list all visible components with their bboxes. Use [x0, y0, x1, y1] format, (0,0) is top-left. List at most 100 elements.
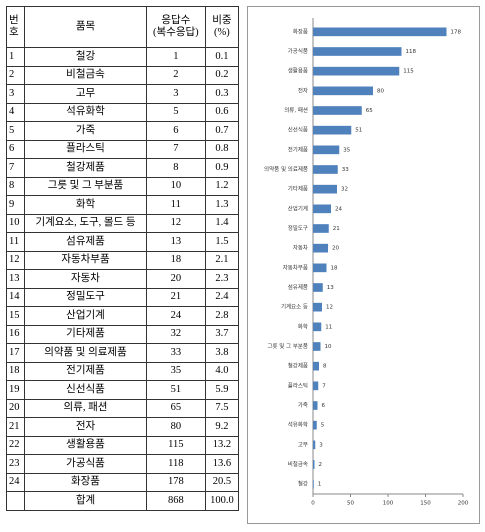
table-cell: 화학	[23, 195, 147, 215]
y-tick-label: 철강	[298, 480, 308, 488]
bar	[313, 47, 402, 56]
bar	[313, 263, 327, 273]
value-label: 5	[321, 423, 325, 429]
table-cell: 섬유제품	[23, 232, 147, 252]
table-row: 21 전자 80 9.2	[6, 417, 240, 437]
y-tick-label: 섬유제품	[288, 283, 308, 291]
value-label: 33	[342, 167, 349, 173]
table-cell: 6	[145, 121, 206, 141]
table-cell: 8	[145, 158, 206, 178]
bar	[313, 361, 319, 371]
table-row: 18 전기제품 35 4.0	[6, 361, 240, 381]
table-cell: 0.8	[204, 139, 240, 159]
bar	[313, 342, 321, 351]
value-label: 13	[327, 285, 334, 291]
table-row: 13 자동차 20 2.3	[6, 269, 240, 289]
table-row: 8 그릇 및 그 부분품 10 1.2	[6, 176, 240, 196]
bar	[313, 106, 362, 115]
table-cell: 철강제품	[23, 158, 147, 178]
header-row: 번 호 품목 응답수 (복수응답) 비중 (%)	[6, 6, 240, 48]
y-tick-label: 자동차	[293, 244, 308, 252]
bar	[313, 440, 316, 450]
value-label: 10	[325, 344, 332, 350]
bar	[313, 420, 317, 430]
value-label: 3	[319, 442, 323, 448]
value-label: 35	[343, 147, 350, 153]
table-cell: 그릇 및 그 부분품	[23, 176, 147, 196]
table-row: 1 철강 1 0.1	[6, 47, 240, 67]
x-tick-label: 200	[458, 501, 469, 507]
table-row: 14 정밀도구 21 2.4	[6, 287, 240, 307]
value-label: 32	[341, 187, 348, 193]
bar	[313, 302, 322, 312]
y-tick-label: 기계요소 등	[281, 303, 308, 311]
table-cell: 10	[6, 213, 25, 233]
value-label: 18	[331, 265, 338, 271]
bar	[313, 479, 314, 489]
y-tick-label: 그릇 및 그 부분품	[267, 343, 308, 350]
value-label: 20	[332, 246, 339, 252]
y-tick-label: 석유화학	[288, 421, 308, 429]
y-tick-label: 정밀도구	[288, 224, 308, 232]
table-row: 11 섬유제품 13 1.5	[6, 232, 240, 252]
table-cell: 1.3	[204, 195, 240, 215]
value-label: 7	[322, 383, 326, 389]
header-cell: 응답수 (복수응답)	[145, 6, 206, 48]
bar	[313, 125, 352, 135]
value-label: 80	[377, 88, 384, 94]
value-label: 12	[326, 305, 333, 311]
value-label: 8	[323, 364, 327, 370]
value-label: 118	[406, 49, 417, 55]
y-tick-label: 기타제품	[288, 185, 308, 193]
table-cell: 1.2	[204, 176, 240, 196]
y-tick-label: 의약품 및 의료제품	[264, 165, 308, 173]
value-label: 65	[366, 108, 373, 114]
value-label: 178	[451, 29, 462, 35]
bar	[313, 86, 373, 96]
bar	[313, 165, 338, 174]
table-row: 6 플라스틱 7 0.8	[6, 139, 240, 159]
bar	[313, 27, 447, 37]
table-cell: 4.0	[204, 361, 240, 381]
bar	[313, 224, 329, 233]
y-tick-label: 화학	[298, 322, 308, 330]
table-cell: 1.5	[204, 232, 240, 252]
table-row: 5 가죽 6 0.7	[6, 121, 240, 141]
x-tick-label: 150	[420, 501, 431, 507]
x-tick-label: 50	[347, 501, 354, 507]
header-cell: 비중 (%)	[204, 6, 240, 48]
y-tick-label: 전기제품	[288, 145, 308, 153]
table-row: 7 철강제품 8 0.9	[6, 158, 240, 178]
total-cell: 868	[145, 491, 206, 511]
y-tick-label: 화장품	[293, 28, 308, 35]
bar	[313, 204, 331, 214]
table-row: 2 비철금속 2 0.2	[6, 65, 240, 85]
bar	[313, 401, 318, 410]
y-tick-label: 산업기계	[288, 204, 308, 212]
table-cell: 0.2	[204, 65, 240, 85]
value-label: 6	[322, 403, 326, 409]
y-tick-label: 가죽	[298, 401, 308, 409]
table-cell: 1.4	[204, 213, 240, 233]
table-row: 3 고무 3 0.3	[6, 84, 240, 104]
chart-frame	[247, 6, 480, 524]
table-cell: 플라스틱	[23, 139, 147, 159]
table-row: 4 석유화학 5 0.6	[6, 102, 240, 122]
table-cell: 0.1	[204, 47, 240, 67]
bar	[313, 243, 328, 253]
y-tick-label: 비철금속	[288, 460, 308, 468]
total-cell: 100.0	[204, 491, 240, 511]
table-row: 9 화학 11 1.3	[6, 195, 240, 215]
total-cell: 합계	[23, 491, 147, 511]
table-cell: 정밀도구	[23, 287, 147, 307]
table-cell: 0.9	[204, 158, 240, 178]
y-tick-label: 자동차부품	[283, 263, 308, 271]
value-label: 115	[403, 69, 414, 75]
value-label: 51	[355, 128, 362, 134]
x-tick-label: 100	[383, 501, 394, 507]
value-label: 21	[333, 226, 340, 232]
bar	[313, 460, 315, 469]
bar	[313, 66, 400, 76]
table-cell: 가죽	[23, 121, 147, 141]
